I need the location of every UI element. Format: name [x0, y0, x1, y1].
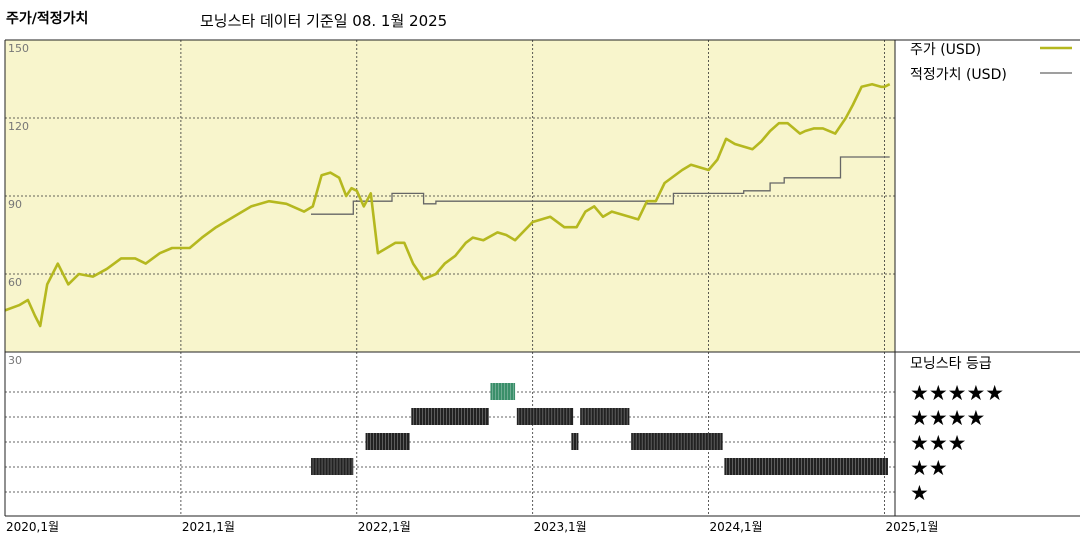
rating-level-5: ★★★★★ — [910, 381, 1004, 405]
rating-bar-4-stars — [580, 408, 630, 425]
y-tick-label: 120 — [8, 120, 29, 133]
x-tick-label: 2022,1월 — [358, 520, 411, 534]
x-axis-ticks: 2020,1월 2021,1월 2022,1월 2023,1월 2024,1월 2025,… — [6, 520, 938, 534]
rating-level-2: ★★ — [910, 456, 948, 480]
x-tick-label: 2020,1월 — [6, 520, 59, 534]
rating-bar-3-stars — [365, 433, 410, 450]
y-axis-ticks: 150 120 90 60 30 — [8, 42, 29, 367]
x-tick-label: 2021,1월 — [182, 520, 235, 534]
y-tick-label: 30 — [8, 354, 22, 367]
price-series — [4, 82, 891, 328]
price-line — [4, 82, 891, 328]
rating-grid — [5, 391, 895, 493]
rating-bars — [311, 383, 888, 475]
legend: 주가 (USD) 적정가치 (USD) — [910, 42, 1072, 83]
rating-bar-5-stars — [490, 383, 516, 400]
rating-bar-3-stars — [571, 433, 579, 450]
legend-label-fair-value: 적정가치 (USD) — [910, 67, 1007, 83]
chart-title: 주가/적정가치 — [6, 11, 89, 27]
x-tick-label: 2023,1월 — [534, 520, 587, 534]
y-tick-label: 150 — [8, 42, 29, 55]
legend-label-price: 주가 (USD) — [910, 42, 981, 58]
rating-bar-2-stars — [311, 458, 354, 475]
rating-bar-4-stars — [516, 408, 574, 425]
rating-level-4: ★★★★ — [910, 406, 985, 430]
y-tick-label: 60 — [8, 276, 22, 289]
rating-bar-4-stars — [411, 408, 489, 425]
rating-level-1: ★ — [910, 481, 929, 505]
rating-bar-2-stars — [724, 458, 888, 475]
rating-bar-3-stars — [631, 433, 723, 450]
y-tick-label: 90 — [8, 198, 22, 211]
rating-title: 모닝스타 등급 — [910, 356, 992, 372]
data-date-caption: 모닝스타 데이터 기준일 08. 1월 2025 — [200, 12, 448, 30]
x-tick-label: 2025,1월 — [885, 520, 938, 534]
x-tick-label: 2024,1월 — [710, 520, 763, 534]
rating-level-3: ★★★ — [910, 431, 966, 455]
